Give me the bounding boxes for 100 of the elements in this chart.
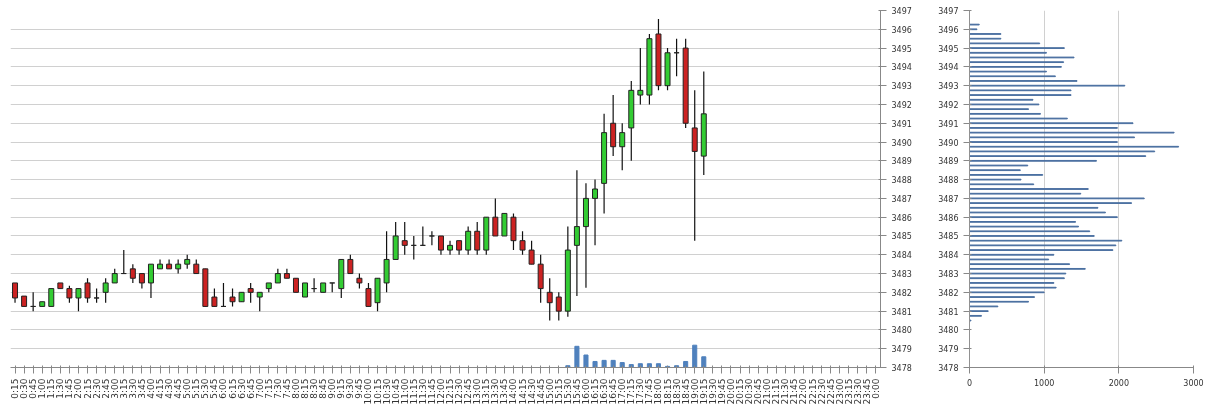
x-tick-label: 20:30 — [744, 378, 755, 405]
y-tick-label: 3492 — [891, 100, 912, 110]
x-tick-label: 0:45 — [28, 378, 39, 399]
y-tick-label: 3491 — [891, 119, 912, 129]
y-tick-label: 3493 — [891, 82, 912, 92]
x-tick-label: 7:30 — [272, 378, 283, 399]
x-tick-label: 23:45 — [861, 378, 872, 405]
y-tick-label: 3495 — [891, 44, 912, 54]
y-tick-label: 3481 — [938, 307, 959, 317]
x-tick-label: 15:00 — [544, 378, 555, 405]
x-tick-label: 19:30 — [707, 378, 718, 405]
y-tick-label: 3479 — [891, 345, 912, 355]
x-tick-label: 11:15 — [408, 378, 419, 405]
x-tick-label: 22:15 — [807, 378, 818, 405]
x-tick-label: 16:30 — [599, 378, 610, 405]
x-tick-label: 2000 — [1108, 378, 1130, 388]
x-tick-label: 21:00 — [762, 378, 773, 405]
y-tick-label: 3493 — [938, 82, 959, 92]
x-tick-label: 20:15 — [735, 378, 746, 405]
x-tick-label: 3:45 — [136, 378, 147, 399]
y-tick-label: 3488 — [891, 176, 912, 186]
y-tick-label: 3482 — [938, 288, 959, 298]
y-tick-label: 3486 — [938, 213, 959, 223]
x-tick-label: 2:30 — [91, 378, 102, 399]
x-tick-label: 16:15 — [590, 378, 601, 405]
x-tick-label: 23:00 — [834, 378, 845, 405]
x-tick-label: 7:45 — [281, 378, 292, 399]
x-tick-label: 0 — [966, 378, 973, 388]
x-tick-label: 8:45 — [318, 378, 329, 399]
y-tick-label: 3480 — [938, 326, 959, 336]
x-tick-label: 8:00 — [290, 378, 301, 399]
x-tick-label: 9:30 — [345, 378, 356, 399]
x-tick-label: 17:45 — [644, 378, 655, 405]
x-tick-label: 3:15 — [118, 378, 129, 399]
x-tick-label: 5:45 — [209, 378, 220, 399]
x-tick-label: 15:30 — [562, 378, 573, 405]
x-tick-label: 1000 — [1033, 378, 1055, 388]
x-tick-label: 12:00 — [435, 378, 446, 405]
y-tick-label: 3481 — [891, 307, 912, 317]
x-tick-label: 18:30 — [671, 378, 682, 405]
x-tick-label: 13:30 — [490, 378, 501, 405]
x-tick-label: 2:00 — [73, 378, 84, 399]
x-tick-label: 2:45 — [100, 378, 111, 399]
y-tick-label: 3478 — [938, 364, 959, 373]
x-tick-label: 7:00 — [254, 378, 265, 399]
x-tick-label: 17:00 — [617, 378, 628, 405]
x-tick-label: 4:00 — [145, 378, 156, 399]
x-tick-label: 22:45 — [825, 378, 836, 405]
y-tick-label: 3484 — [891, 251, 912, 261]
x-tick-label: 10:15 — [372, 378, 383, 405]
x-tick-label: 8:30 — [309, 378, 320, 399]
y-tick-label: 3497 — [938, 7, 959, 16]
y-tick-label: 3483 — [938, 270, 959, 280]
x-tick-label: 15:15 — [553, 378, 564, 405]
y-tick-label: 3488 — [938, 176, 959, 186]
x-tick-label: 14:15 — [517, 378, 528, 405]
x-tick-label: 23:15 — [843, 378, 854, 405]
x-tick-label: 20:00 — [725, 378, 736, 405]
x-tick-label: 20:45 — [753, 378, 764, 405]
y-tick-label: 3485 — [938, 232, 959, 242]
y-tick-label: 3491 — [938, 119, 959, 129]
y-tick-label: 3479 — [938, 345, 959, 355]
x-tick-label: 6:00 — [218, 378, 229, 399]
x-tick-label: 19:00 — [689, 378, 700, 405]
x-tick-label: 12:45 — [463, 378, 474, 405]
x-tick-label: 21:45 — [789, 378, 800, 405]
x-tick-label: 9:15 — [336, 378, 347, 399]
x-tick-label: 10:00 — [363, 378, 374, 405]
y-tick-label: 3489 — [891, 157, 912, 167]
x-tick-label: 13:15 — [481, 378, 492, 405]
x-tick-label: 10:30 — [381, 378, 392, 405]
y-tick-label: 3496 — [938, 25, 959, 35]
x-tick-label: 1:45 — [64, 378, 75, 399]
x-tick-label: 6:45 — [245, 378, 256, 399]
y-tick-label: 3490 — [938, 138, 959, 148]
y-tick-label: 3494 — [938, 63, 959, 73]
x-tick-label: 22:30 — [816, 378, 827, 405]
x-tick-label: 0:00 — [870, 378, 881, 399]
y-tick-label: 3496 — [891, 25, 912, 35]
y-tick-label: 3487 — [938, 194, 959, 204]
x-tick-label: 1:00 — [37, 378, 48, 399]
y-tick-label: 3490 — [891, 138, 912, 148]
x-tick-label: 18:45 — [680, 378, 691, 405]
x-tick-label: 11:45 — [426, 378, 437, 405]
x-tick-label: 14:30 — [526, 378, 537, 405]
x-tick-label: 16:45 — [608, 378, 619, 405]
x-tick-label: 7:15 — [263, 378, 274, 399]
y-tick-label: 3487 — [891, 194, 912, 204]
x-tick-label: 21:30 — [780, 378, 791, 405]
y-tick-label: 3478 — [891, 364, 912, 373]
x-tick-label: 3:00 — [109, 378, 120, 399]
x-tick-label: 2:15 — [82, 378, 93, 399]
x-tick-label: 1:15 — [46, 378, 57, 399]
x-tick-label: 9:45 — [354, 378, 365, 399]
x-tick-label: 16:00 — [580, 378, 591, 405]
y-tick-label: 3489 — [938, 157, 959, 167]
x-tick-label: 6:15 — [227, 378, 238, 399]
y-tick-label: 3485 — [891, 232, 912, 242]
x-tick-label: 5:30 — [200, 378, 211, 399]
y-tick-label: 3494 — [891, 63, 912, 73]
